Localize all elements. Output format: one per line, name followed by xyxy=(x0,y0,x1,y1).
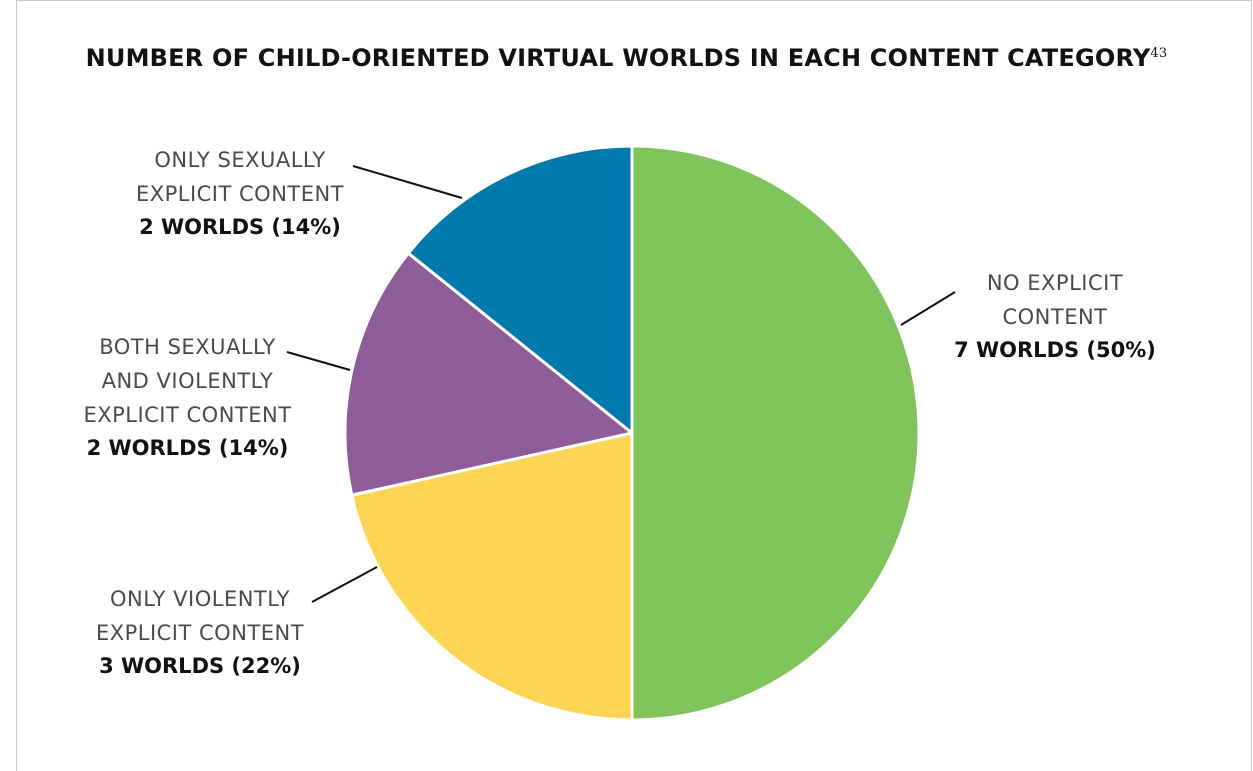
pie-slice-2 xyxy=(350,431,634,722)
slice-value-label: 7 WORLDS (50%) xyxy=(954,338,1156,362)
slice-label-text: NO EXPLICIT xyxy=(986,271,1124,295)
slice-label-4: ONLY SEXUALLY EXPLICIT CONTENT 2 WORLDS (1… xyxy=(110,143,370,243)
chart-title: NUMBER OF CHILD-ORIENTED VIRTUAL WORLDS … xyxy=(0,44,1253,72)
pie-slice-1 xyxy=(630,144,921,722)
slice-label-3: BOTH SEXUALLY AND VIOLENTLY EXPLICIT CONTE… xyxy=(65,330,310,464)
slice-label-text: ONLY VIOLENTLY xyxy=(110,587,290,611)
slice-label-text: EXPLICIT CONTENT xyxy=(83,403,292,427)
leader-line-2 xyxy=(311,566,378,603)
slice-value-label: 3 WORLDS (22%) xyxy=(99,654,301,678)
pie-slice-4 xyxy=(406,144,634,435)
slice-label-2: ONLY VIOLENTLY EXPLICIT CONTENT 3 WORLDS (… xyxy=(80,582,320,682)
leader-lines xyxy=(286,165,956,603)
slice-label-text: EXPLICIT CONTENT xyxy=(135,182,345,206)
slice-label-1: NO EXPLICIT CONTENT 7 WORLDS (50%) xyxy=(945,266,1165,366)
leader-line-1 xyxy=(900,291,956,326)
chart-frame xyxy=(16,0,1252,771)
slice-value-label: 2 WORLDS (14%) xyxy=(86,436,289,460)
pie-slice-3 xyxy=(343,251,634,497)
chart-title-text: NUMBER OF CHILD-ORIENTED VIRTUAL WORLDS … xyxy=(85,44,1151,72)
slice-value-label: 2 WORLDS (14%) xyxy=(139,215,341,239)
slice-label-text: ONLY SEXUALLY xyxy=(154,148,326,172)
leader-line-4 xyxy=(352,165,463,199)
leader-line-3 xyxy=(286,351,351,371)
chart-title-footnote: 43 xyxy=(1150,46,1168,61)
slice-label-text: EXPLICIT CONTENT xyxy=(95,621,305,645)
pie-slices xyxy=(343,144,921,722)
slice-label-text: AND VIOLENTLY xyxy=(101,369,274,393)
slice-label-text: CONTENT xyxy=(1002,305,1108,329)
slice-label-text: BOTH SEXUALLY xyxy=(99,335,276,359)
